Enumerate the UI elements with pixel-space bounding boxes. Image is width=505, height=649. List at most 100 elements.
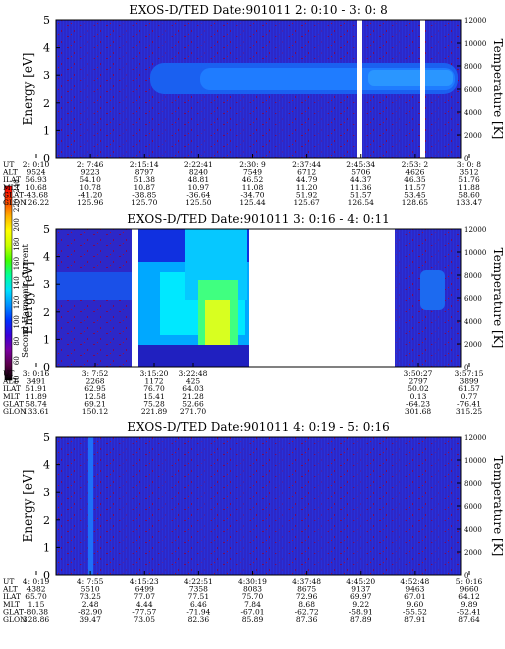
ephemeris-value-ilat: 62.95 bbox=[84, 384, 106, 393]
y2-tick-label: 8000 bbox=[464, 480, 482, 488]
ephemeris-value-glon: 87.64 bbox=[458, 615, 480, 624]
y-tick-label: 3 bbox=[43, 486, 50, 499]
ephemeris-value-ut: 3: 7:52 bbox=[82, 369, 109, 378]
y2-tick-label: 4000 bbox=[464, 318, 482, 326]
y2-tick-label: 4000 bbox=[464, 526, 482, 534]
ephemeris-row-label: ILAT bbox=[3, 592, 21, 601]
ephemeris-value-ilat: 69.97 bbox=[350, 592, 372, 601]
data-gap bbox=[357, 20, 362, 158]
ephemeris-value-glat: -58.91 bbox=[349, 607, 373, 616]
ephemeris-row-label: ALT bbox=[2, 585, 18, 594]
ephemeris-value-ilat: 46.35 bbox=[404, 175, 426, 184]
y2-tick-label: 10000 bbox=[464, 457, 486, 465]
ephemeris-value-ilat: 77.07 bbox=[134, 592, 156, 601]
ephemeris-value-ilat: 75.70 bbox=[242, 592, 264, 601]
ephemeris-value-mlt: 10.87 bbox=[134, 183, 156, 192]
ephemeris-value-mlt: 7.84 bbox=[244, 600, 261, 609]
ephemeris-value-glon: 150.12 bbox=[82, 407, 108, 416]
y-tick-label: 5 bbox=[43, 431, 50, 444]
y-tick-label: 1 bbox=[43, 541, 50, 554]
y2-tick-label: 8000 bbox=[464, 63, 482, 71]
ephemeris-value-mlt: 21.28 bbox=[182, 392, 204, 401]
y-tick-label: 1 bbox=[43, 333, 50, 346]
ephemeris-value-glon: 125.44 bbox=[239, 198, 265, 207]
ephemeris-value-glat: 69.21 bbox=[84, 399, 105, 408]
ephemeris-value-ut: 3: 0: 8 bbox=[457, 160, 481, 169]
ephemeris-value-ilat: 64.03 bbox=[182, 384, 204, 393]
ephemeris-value-ut: 4:52:48 bbox=[400, 577, 429, 586]
ephemeris-row-label: GLON bbox=[3, 198, 27, 207]
ephemeris-value-ut: 2: 0:10 bbox=[23, 160, 50, 169]
y-tick-label: 3 bbox=[43, 278, 50, 291]
ephemeris-value-glon: 125.96 bbox=[77, 198, 103, 207]
ephemeris-row-label: ILAT bbox=[3, 175, 21, 184]
ephemeris-value-glat: 52.66 bbox=[182, 399, 204, 408]
ephemeris-value-alt: 4382 bbox=[26, 585, 45, 594]
ephemeris-value-alt: 3899 bbox=[459, 377, 478, 386]
ephemeris-value-alt: 9463 bbox=[405, 585, 424, 594]
ephemeris-value-glat: -55.52 bbox=[403, 607, 427, 616]
ephemeris-value-alt: 5510 bbox=[81, 585, 100, 594]
ephemeris-value-ilat: 51.38 bbox=[134, 175, 156, 184]
ephemeris-value-alt: 9137 bbox=[351, 585, 370, 594]
ephemeris-value-glon: 82.36 bbox=[188, 615, 210, 624]
y2-tick-label: 6000 bbox=[464, 503, 482, 511]
ephemeris-value-alt: 7549 bbox=[243, 168, 262, 177]
panel-title: EXOS-D/TED Date:901011 4: 0:19 - 5: 0:16 bbox=[127, 420, 389, 434]
ephemeris-value-glon: 125.50 bbox=[185, 198, 211, 207]
y-tick-label: 4 bbox=[43, 251, 50, 264]
ephemeris-value-glat: -76.41 bbox=[457, 399, 481, 408]
y2-tick-label: 0 bbox=[464, 155, 468, 163]
ephemeris-row-label: UT bbox=[3, 369, 14, 378]
ephemeris-value-glon: 39.47 bbox=[79, 615, 101, 624]
y2-tick-label: 8000 bbox=[464, 272, 482, 280]
ephemeris-row-label: GLON bbox=[3, 615, 27, 624]
y2-tick-label: 2000 bbox=[464, 341, 482, 349]
y2-tick-label: 0 bbox=[464, 364, 468, 372]
colorbar-gradient bbox=[4, 185, 13, 381]
ephemeris-value-glat: -38.85 bbox=[132, 190, 156, 199]
y-axis-label: Energy [eV] bbox=[21, 262, 35, 335]
ephemeris-value-mlt: 8.68 bbox=[298, 600, 315, 609]
y2-tick-label: 2000 bbox=[464, 132, 482, 140]
y-axis-label: Energy [eV] bbox=[21, 53, 35, 126]
ephemeris-value-alt: 8797 bbox=[135, 168, 154, 177]
y-axis-label: Energy [eV] bbox=[21, 470, 35, 543]
y-tick-label: 0 bbox=[43, 361, 50, 374]
colorbar-tick-label: 140 bbox=[13, 276, 21, 289]
ephemeris-value-ut: 2:15:14 bbox=[130, 160, 159, 169]
ephemeris-value-alt: 6712 bbox=[297, 168, 316, 177]
colorbar-tick-label: 200 bbox=[13, 218, 21, 231]
ephemeris-value-ut: 3: 0:16 bbox=[23, 369, 50, 378]
ephemeris-row-label: GLAT bbox=[3, 190, 24, 199]
ephemeris-value-mlt: 0.77 bbox=[461, 392, 478, 401]
ephemeris-row-label: ILAT bbox=[3, 384, 21, 393]
ephemeris-value-mlt: 10.78 bbox=[79, 183, 101, 192]
ephemeris-value-glat: 51.92 bbox=[296, 190, 318, 199]
ephemeris-value-ilat: 44.79 bbox=[296, 175, 318, 184]
ephemeris-value-glon: 315.25 bbox=[456, 407, 482, 416]
ephemeris-value-glat: -77.57 bbox=[132, 607, 156, 616]
ephemeris-value-ut: 4: 0:19 bbox=[23, 577, 50, 586]
ephemeris-value-glat: -64.23 bbox=[406, 399, 430, 408]
ephemeris-value-alt: 3512 bbox=[459, 168, 478, 177]
ephemeris-value-ilat: 72.96 bbox=[296, 592, 318, 601]
ephemeris-value-mlt: 0.13 bbox=[410, 392, 427, 401]
ephemeris-value-alt: 9660 bbox=[459, 585, 478, 594]
ephemeris-value-alt: 2268 bbox=[85, 377, 104, 386]
ephemeris-row-label: ALT bbox=[2, 168, 18, 177]
y2-tick-label: 10000 bbox=[464, 40, 486, 48]
ephemeris-value-glon: 87.36 bbox=[296, 615, 318, 624]
ephemeris-value-ilat: 77.51 bbox=[188, 592, 209, 601]
ephemeris-value-glat: -82.90 bbox=[78, 607, 102, 616]
ephemeris-row-label: GLAT bbox=[3, 399, 24, 408]
colorbar-tick-label: 180 bbox=[13, 238, 21, 251]
ephemeris-value-glat: -80.38 bbox=[24, 607, 48, 616]
ephemeris-value-glat: -52.41 bbox=[457, 607, 481, 616]
y-tick-label: 2 bbox=[43, 514, 50, 527]
ephemeris-value-ut: 4: 7:55 bbox=[77, 577, 104, 586]
y2-tick-label: 0 bbox=[464, 572, 468, 580]
ephemeris-value-mlt: 9.60 bbox=[407, 600, 424, 609]
heatmap-region bbox=[138, 345, 249, 367]
ephemeris-value-mlt: 11.08 bbox=[242, 183, 264, 192]
